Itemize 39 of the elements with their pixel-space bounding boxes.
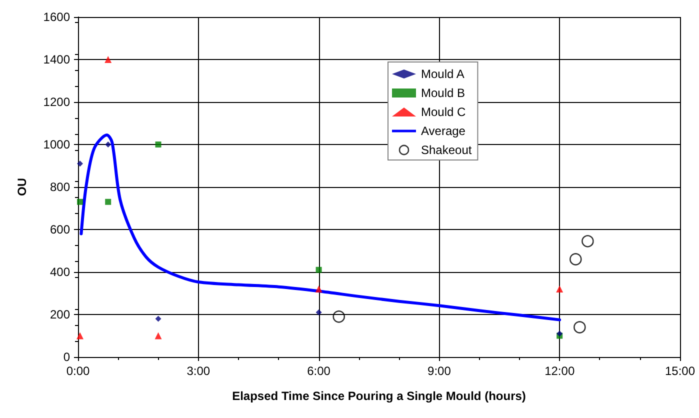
point [574, 321, 586, 334]
point [316, 266, 322, 273]
x-tick-label: 9:00 [428, 364, 452, 378]
x-tick-label: 6:00 [307, 364, 331, 378]
point [315, 286, 322, 292]
point [105, 142, 112, 148]
point [155, 316, 162, 322]
x-axis-title: Elapsed Time Since Pouring a Single Mould (hours) [232, 389, 526, 403]
y-tick-label: 600 [50, 222, 70, 236]
legend-label: Shakeout [421, 143, 472, 157]
point [77, 198, 84, 205]
point [76, 332, 84, 340]
point [105, 198, 112, 205]
y-axis-title: OU [15, 178, 29, 196]
point [77, 160, 84, 167]
x-tick-label: 15:00 [664, 364, 696, 378]
point [582, 235, 594, 248]
y-tick-label: 400 [50, 265, 70, 279]
point [570, 253, 582, 266]
y-tick-label: 0 [63, 350, 70, 364]
point [556, 286, 564, 292]
point [154, 332, 162, 340]
point [316, 309, 322, 316]
legend-label: Average [421, 124, 466, 138]
legend-label: Mould C [421, 105, 466, 119]
legend-label: Mould B [421, 86, 466, 100]
legend-label: Mould A [421, 67, 464, 81]
point [104, 56, 112, 63]
y-tick-label: 800 [50, 180, 70, 194]
y-tick-label: 1600 [43, 10, 70, 24]
y-tick-label: 1200 [43, 95, 70, 109]
y-tick-label: 1000 [43, 138, 70, 152]
point [332, 310, 346, 323]
y-tick-label: 1400 [43, 52, 70, 66]
y-tick-label: 200 [50, 308, 70, 322]
point [155, 142, 162, 148]
x-tick-label: 12:00 [544, 364, 575, 378]
x-tick-label: 3:00 [186, 364, 210, 378]
x-tick-label: 0:00 [66, 364, 90, 378]
